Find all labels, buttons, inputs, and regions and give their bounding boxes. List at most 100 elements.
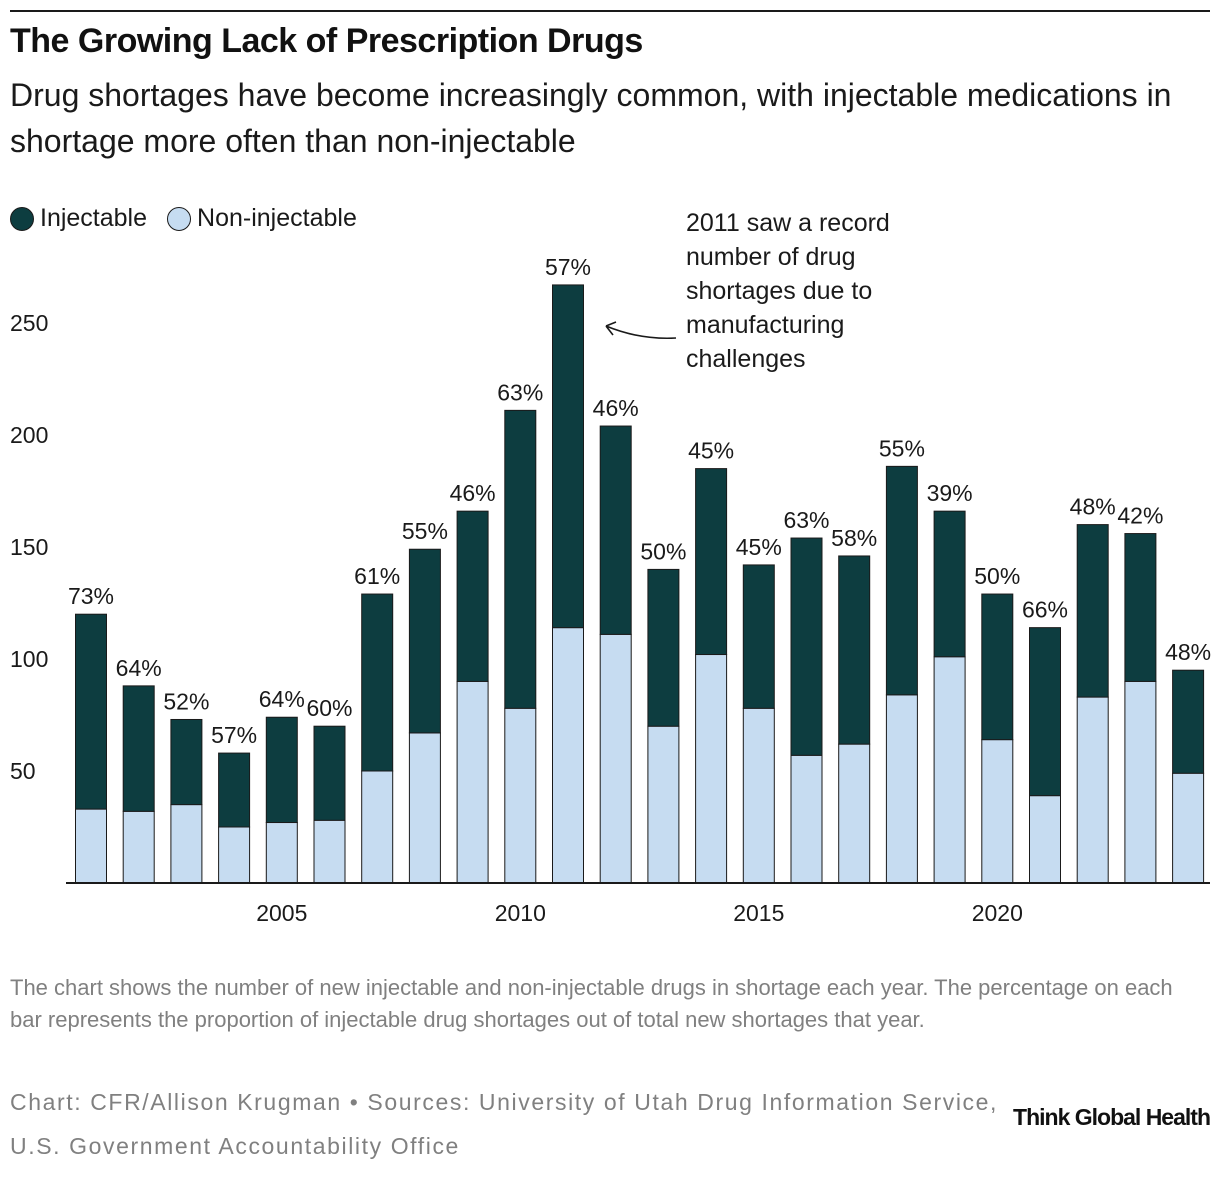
- chart-subtitle: Drug shortages have become increasingly …: [10, 77, 1172, 159]
- bar-non-injectable-2002: [122, 810, 155, 884]
- bar-non-injectable-2014: [695, 654, 728, 884]
- bar-injectable-2007: [361, 593, 394, 772]
- percent-label-2011: 57%: [545, 254, 591, 280]
- bar-injectable-2008: [408, 548, 441, 734]
- bar-injectable-2002: [122, 685, 155, 812]
- bar-non-injectable-2004: [218, 826, 251, 884]
- brand-logo: Think Global Health: [1013, 1104, 1211, 1130]
- percent-label-2005: 64%: [259, 686, 305, 712]
- bar-non-injectable-2024: [1172, 772, 1205, 884]
- bar-injectable-2005: [265, 716, 298, 824]
- legend-item-non-injectable: Non-injectable: [167, 204, 357, 233]
- bar-non-injectable-2021: [1029, 795, 1061, 884]
- chart-credit: Chart: CFR/Allison Krugman • Sources: Un…: [10, 1089, 999, 1159]
- bar-non-injectable-2023: [1124, 680, 1157, 884]
- bar-non-injectable-2017: [838, 743, 871, 884]
- bar-injectable-2006: [313, 725, 346, 821]
- x-tick-label-2015: 2015: [733, 900, 784, 926]
- bar-non-injectable-2011: [552, 627, 584, 884]
- legend-item-injectable: Injectable: [10, 204, 147, 233]
- top-rule: [10, 10, 1210, 12]
- x-tick-label-2005: 2005: [256, 900, 307, 926]
- x-axis: 2005 2010 2015 2020: [256, 900, 1023, 926]
- bar-non-injectable-2022: [1076, 696, 1109, 884]
- bar-injectable-2012: [599, 425, 632, 635]
- percent-label-2008: 55%: [402, 518, 448, 544]
- bar-injectable-2001: [75, 613, 107, 810]
- percent-label-2003: 52%: [163, 688, 209, 714]
- legend-label-non-injectable: Non-injectable: [197, 204, 357, 232]
- bar-injectable-2013: [647, 568, 680, 727]
- y-tick-label-100: 100: [10, 646, 48, 672]
- y-tick-label-200: 200: [10, 422, 48, 448]
- y-tick-label-250: 250: [10, 310, 48, 336]
- bar-non-injectable-2012: [599, 633, 632, 884]
- percent-label-2004: 57%: [211, 722, 257, 748]
- legend-label-injectable: Injectable: [40, 204, 148, 232]
- bar-injectable-2003: [170, 718, 203, 806]
- bar-injectable-2009: [456, 510, 489, 682]
- percent-label-2001: 73%: [68, 583, 114, 609]
- bar-injectable-2014: [695, 468, 728, 656]
- x-tick-label-2020: 2020: [972, 900, 1023, 926]
- percent-label-2012: 46%: [593, 395, 639, 421]
- percent-label-2020: 50%: [974, 563, 1020, 589]
- bar-non-injectable-2015: [742, 707, 775, 884]
- percent-label-2018: 55%: [879, 435, 925, 461]
- y-axis: 50 100 150 200 250: [10, 310, 48, 784]
- percent-label-2023: 42%: [1117, 503, 1163, 529]
- x-tick-label-2010: 2010: [495, 900, 546, 926]
- bar-injectable-2010: [504, 409, 537, 709]
- bar-injectable-2023: [1124, 533, 1157, 682]
- annotation-text: 2011 saw a record number of drug shortag…: [686, 209, 890, 373]
- percent-label-2021: 66%: [1022, 597, 1068, 623]
- bar-non-injectable-2019: [933, 656, 966, 884]
- percent-labels-group: 73%64%52%57%64% 60%61%55%46%63%57%46%50%4…: [68, 254, 1211, 748]
- bar-injectable-2017: [838, 555, 871, 745]
- bar-non-injectable-2016: [790, 754, 823, 884]
- bar-injectable-2021: [1029, 627, 1061, 797]
- percent-label-2009: 46%: [450, 480, 496, 506]
- bar-non-injectable-2001: [75, 808, 107, 884]
- percent-label-2014: 45%: [688, 438, 734, 464]
- chart-title: The Growing Lack of Prescription Drugs: [10, 22, 643, 60]
- bar-non-injectable-2005: [265, 822, 298, 884]
- legend-swatch-injectable: [10, 206, 34, 231]
- bar-non-injectable-2008: [408, 732, 441, 884]
- bars-group: [75, 284, 1205, 884]
- chart-note: The chart shows the number of new inject…: [10, 975, 1173, 1032]
- percent-label-2022: 48%: [1070, 494, 1116, 520]
- bar-injectable-2020: [981, 593, 1014, 741]
- bar-injectable-2019: [933, 510, 966, 658]
- percent-label-2019: 39%: [927, 480, 973, 506]
- bar-non-injectable-2018: [885, 694, 918, 884]
- percent-label-2016: 63%: [783, 507, 829, 533]
- bar-chart: 73%64%52%57%64% 60%61%55%46%63%57%46%50%4…: [10, 254, 1211, 926]
- bar-non-injectable-2013: [647, 725, 680, 884]
- annotation-arrow: [605, 321, 677, 340]
- bar-non-injectable-2003: [170, 804, 203, 884]
- legend-swatch-non-injectable: [167, 206, 192, 231]
- percent-label-2007: 61%: [354, 563, 400, 589]
- percent-label-2024: 48%: [1165, 639, 1211, 665]
- y-tick-label-50: 50: [10, 758, 36, 784]
- y-tick-label-150: 150: [10, 534, 48, 560]
- bar-injectable-2015: [742, 564, 775, 709]
- bar-non-injectable-2007: [361, 770, 394, 884]
- bar-injectable-2024: [1172, 669, 1205, 774]
- bar-non-injectable-2020: [981, 739, 1014, 884]
- bar-injectable-2022: [1076, 524, 1109, 698]
- percent-label-2006: 60%: [306, 695, 352, 721]
- bar-non-injectable-2006: [313, 819, 346, 884]
- bar-non-injectable-2010: [504, 707, 537, 884]
- legend: Injectable Non-injectable: [10, 204, 377, 233]
- percent-label-2015: 45%: [736, 534, 782, 560]
- bar-injectable-2004: [218, 752, 251, 828]
- percent-label-2002: 64%: [116, 655, 162, 681]
- percent-label-2017: 58%: [831, 525, 877, 551]
- bar-injectable-2011: [552, 284, 584, 629]
- bar-injectable-2018: [885, 465, 918, 696]
- bar-injectable-2016: [790, 537, 823, 756]
- percent-label-2013: 50%: [640, 538, 686, 564]
- bar-non-injectable-2009: [456, 680, 489, 884]
